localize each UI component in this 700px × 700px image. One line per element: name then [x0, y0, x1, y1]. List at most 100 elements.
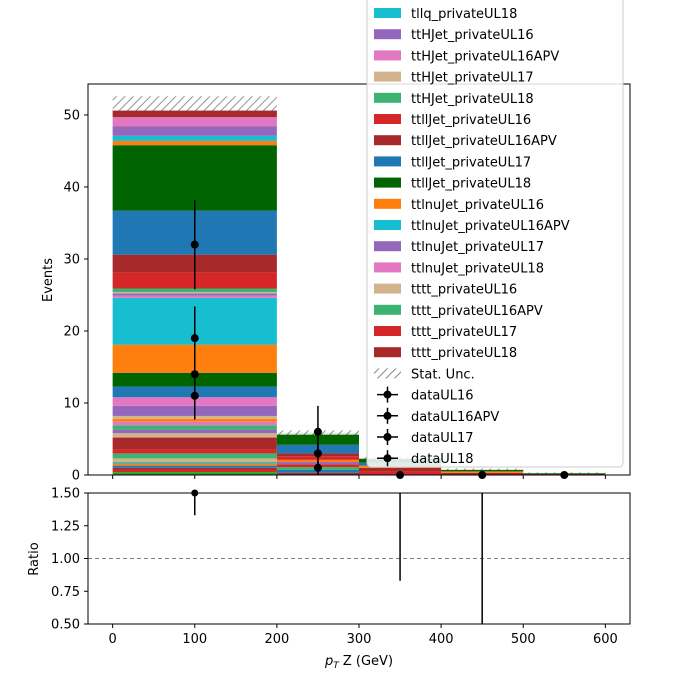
- legend-label: ttHJet_privateUL17: [411, 71, 534, 86]
- ratio-xtick-label-500: 500: [511, 632, 536, 647]
- ratio-axes-frame: [87, 492, 631, 625]
- ratio-ytick-label-1.25: 1.25: [51, 519, 80, 534]
- legend-swatch: [374, 177, 401, 188]
- stack-segment-bin0-6: [112, 458, 277, 463]
- legend-item-4: ttHJet_privateUL18: [374, 92, 534, 107]
- legend-label: dataUL18: [411, 452, 474, 467]
- stack-segment-bin0-22: [112, 295, 277, 298]
- ratio-ytick-label-0.75: 0.75: [51, 585, 80, 600]
- legend-swatch: [374, 198, 401, 209]
- legend-item-0: tllq_privateUL18: [374, 7, 517, 22]
- stack-segment-bin0-1: [112, 469, 277, 473]
- legend-swatch: [374, 50, 401, 61]
- legend-item-9: ttlnuJet_privateUL16: [374, 198, 544, 213]
- legend-swatch: [374, 92, 401, 103]
- legend-item-6: ttllJet_privateUL16APV: [374, 134, 557, 149]
- legend-label: ttHJet_privateUL16APV: [411, 49, 559, 64]
- main-ytick-label-40: 40: [63, 180, 80, 195]
- ratio-ytick-label-1.00: 1.00: [51, 552, 80, 567]
- legend-label: ttllJet_privateUL16APV: [411, 134, 557, 149]
- stack-segment-bin0-12: [112, 425, 277, 430]
- legend-label: dataUL16APV: [411, 410, 499, 425]
- legend-label: ttlnuJet_privateUL18: [411, 261, 544, 276]
- legend-item-11: ttlnuJet_privateUL17: [374, 240, 544, 255]
- stack-segment-bin2-1: [359, 467, 442, 472]
- legend-item-10: ttlnuJet_privateUL16APV: [374, 219, 570, 234]
- ratio-xtick-label-0: 0: [108, 632, 116, 647]
- stack-segment-bin0-10: [112, 433, 277, 438]
- main-ytick-label-0: 0: [72, 469, 80, 484]
- stack-segment-bin0-31: [112, 135, 277, 141]
- data-point-5: [313, 449, 322, 458]
- stack-segment-bin0-34: [112, 109, 277, 118]
- legend-swatch: [374, 135, 401, 146]
- main-ytick-label-50: 50: [63, 108, 80, 123]
- legend-label: ttlnuJet_privateUL16: [411, 198, 544, 213]
- legend-item-3: ttHJet_privateUL17: [374, 71, 534, 86]
- legend-label: tttt_privateUL16: [411, 283, 517, 298]
- legend-marker-dot: [383, 454, 392, 463]
- legend-swatch-hatch: [374, 368, 401, 379]
- legend-swatch: [374, 220, 401, 230]
- ratio-ytick-label-0.50: 0.50: [51, 618, 80, 633]
- ratio-x-ticks: 0 100 200 300 400 500 600: [108, 624, 618, 647]
- legend-label: ttlnuJet_privateUL17: [411, 240, 544, 255]
- ratio-points: [191, 489, 483, 624]
- ratio-y-ticks: 0.50 0.75 1.00 1.25 1.50: [51, 487, 88, 633]
- stack-segment-bin0-5: [112, 462, 277, 464]
- legend-item-14: tttt_privateUL16APV: [374, 304, 543, 319]
- legend-label: tttt_privateUL17: [411, 325, 517, 340]
- stack-segment-bin0-25: [112, 288, 277, 293]
- data-point-4: [313, 427, 322, 436]
- data-point-6: [313, 463, 322, 472]
- stack-segment-bin0-2: [112, 467, 277, 470]
- legend-swatch: [374, 8, 401, 18]
- stat-unc-band-bin0: [112, 96, 277, 111]
- legend-label: ttHJet_privateUL16: [411, 28, 534, 43]
- main-y-ticks: 0 10 20 30 40 50: [63, 108, 88, 484]
- main-y-axis-label: Events: [41, 258, 56, 302]
- legend-label: ttllJet_privateUL16: [411, 113, 531, 128]
- stack-segment-bin3-2: [441, 469, 524, 472]
- legend-item-8: ttllJet_privateUL18: [374, 177, 531, 192]
- ratio-xtick-label-600: 600: [593, 632, 618, 647]
- legend-swatch: [374, 304, 401, 315]
- legend-swatch: [374, 262, 401, 273]
- legend-item-18: dataUL16: [377, 386, 474, 404]
- stack-segment-bin0-7: [112, 453, 277, 459]
- data-point-3: [190, 391, 199, 400]
- stat-unc-band-bin3: [441, 468, 524, 470]
- ratio-xtick-label-200: 200: [264, 632, 289, 647]
- main-ytick-label-20: 20: [63, 324, 80, 339]
- legend-item-15: tttt_privateUL17: [374, 325, 517, 340]
- main-plot: 0 10 20 30 40 50 Events: [41, 83, 631, 484]
- legend-swatch: [374, 71, 401, 82]
- legend-item-21: dataUL18: [377, 450, 474, 467]
- legend-label: Stat. Unc.: [411, 367, 475, 382]
- x-axis-label-rest: Z (GeV): [339, 654, 393, 669]
- legend-label: ttlnuJet_privateUL16APV: [411, 219, 570, 234]
- legend-item-16: tttt_privateUL18: [374, 346, 517, 361]
- legend-swatch: [374, 283, 401, 294]
- stack-segment-bin0-4: [112, 463, 277, 466]
- legend-swatch: [374, 29, 401, 40]
- stack-segment-bin0-11: [112, 429, 277, 434]
- ratio-xtick-label-400: 400: [429, 632, 454, 647]
- data-point-0: [190, 240, 199, 249]
- legend-marker-dot: [383, 411, 392, 420]
- ratio-plot: 0.50 0.75 1.00 1.25 1.50 0 100 200 300 400 500 600…: [27, 487, 631, 671]
- legend-item-17: Stat. Unc.: [374, 367, 475, 382]
- ratio-y-axis-label: Ratio: [27, 542, 42, 575]
- x-axis-label-p: p: [324, 654, 333, 669]
- data-point-1: [190, 334, 199, 343]
- legend-swatch: [374, 114, 401, 124]
- legend-item-1: ttHJet_privateUL16: [374, 28, 534, 43]
- main-ytick-label-10: 10: [63, 396, 80, 411]
- legend-swatch: [374, 347, 401, 358]
- legend-label: tttt_privateUL18: [411, 346, 517, 361]
- legend-label: dataUL16: [411, 389, 474, 404]
- legend-label: dataUL17: [411, 431, 474, 446]
- legend-label: ttHJet_privateUL18: [411, 92, 534, 107]
- legend-label: tttt_privateUL16APV: [411, 304, 543, 319]
